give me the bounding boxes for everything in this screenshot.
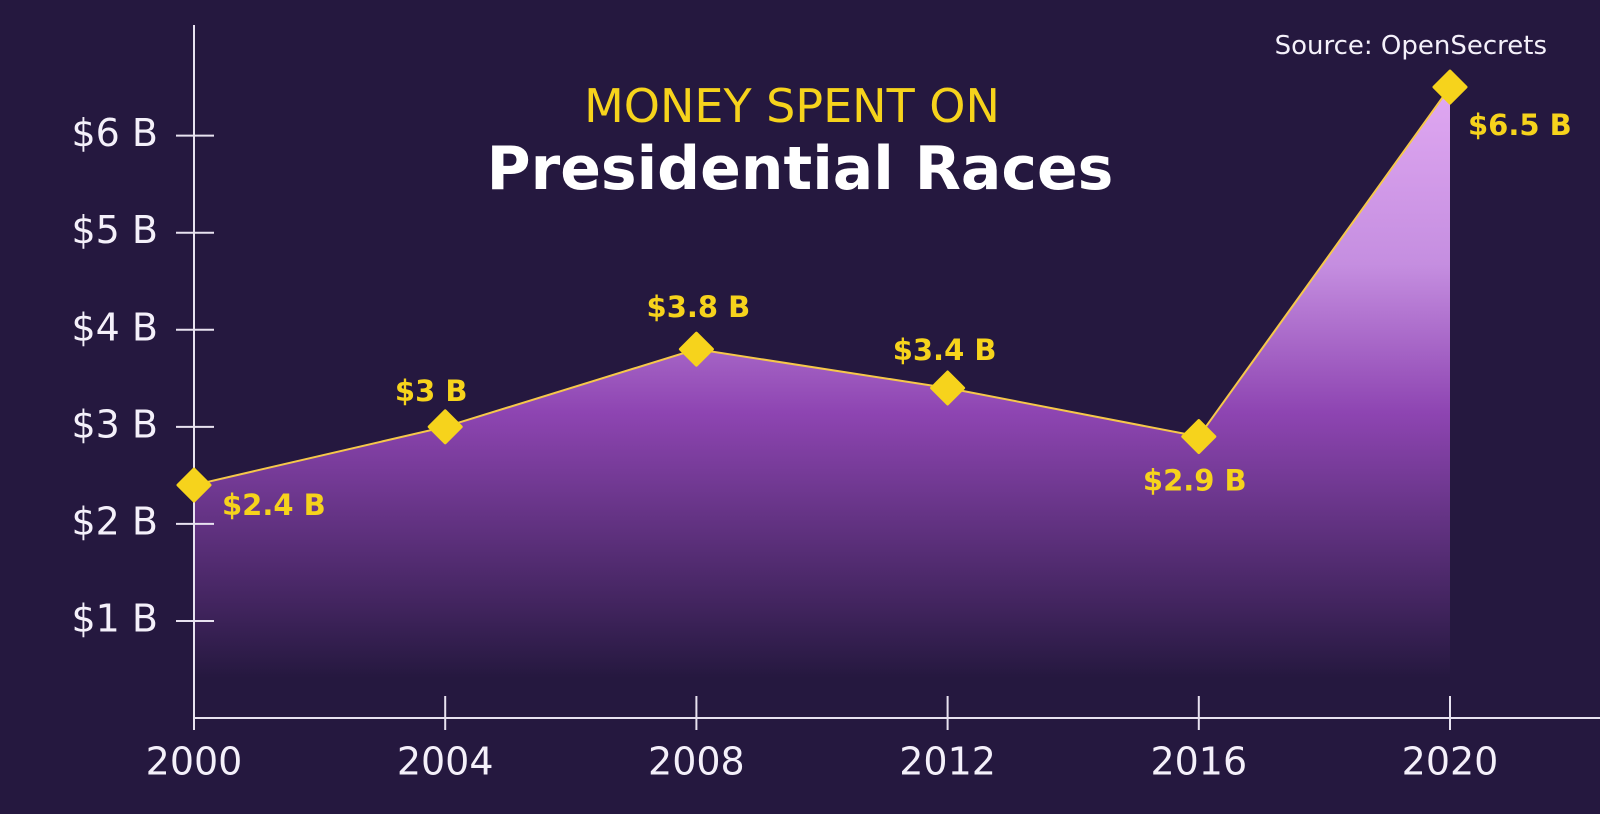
x-tick-label: 2004 (397, 740, 494, 784)
area-layer (193, 86, 1451, 678)
data-label: $3.4 B (893, 333, 997, 367)
x-tick-label: 2008 (648, 740, 745, 784)
y-tick-label: $6 B (71, 111, 158, 155)
axes: $1 B $2 B $3 B $4 B $5 B $6 B 2000 2004 2008 2012… (71, 25, 1600, 784)
data-point-marker (930, 370, 966, 406)
series-line (193, 86, 1451, 487)
x-tick-label: 2020 (1402, 740, 1499, 784)
x-tick-label: 2012 (899, 740, 996, 784)
y-tick-label: $5 B (71, 208, 158, 252)
x-tick-label: 2016 (1150, 740, 1247, 784)
y-tick-label: $3 B (71, 402, 158, 446)
chart-title: Presidential Races (487, 134, 1114, 204)
area-fill (194, 87, 1450, 678)
data-label: $6.5 B (1468, 108, 1572, 142)
data-point-marker (176, 467, 212, 503)
x-tick-label: 2000 (146, 740, 243, 784)
y-tick-label: $1 B (71, 596, 158, 640)
source-note: Source: OpenSecrets (1275, 31, 1547, 61)
data-label: $3 B (395, 374, 468, 408)
data-point-marker (1432, 69, 1468, 105)
y-tick-label: $2 B (71, 499, 158, 543)
y-tick-label: $4 B (71, 305, 158, 349)
data-point-marker (678, 331, 714, 367)
chart-subtitle: MONEY SPENT ON (584, 79, 1000, 133)
data-point-marker (1181, 419, 1217, 455)
data-point-marker (427, 409, 463, 445)
data-label: $3.8 B (647, 290, 751, 324)
data-label: $2.4 B (222, 488, 326, 522)
data-marks: $2.4 B $3 B $3.8 B $3.4 B $2.9 B $6.5 B (176, 69, 1572, 522)
data-label: $2.9 B (1143, 464, 1247, 498)
